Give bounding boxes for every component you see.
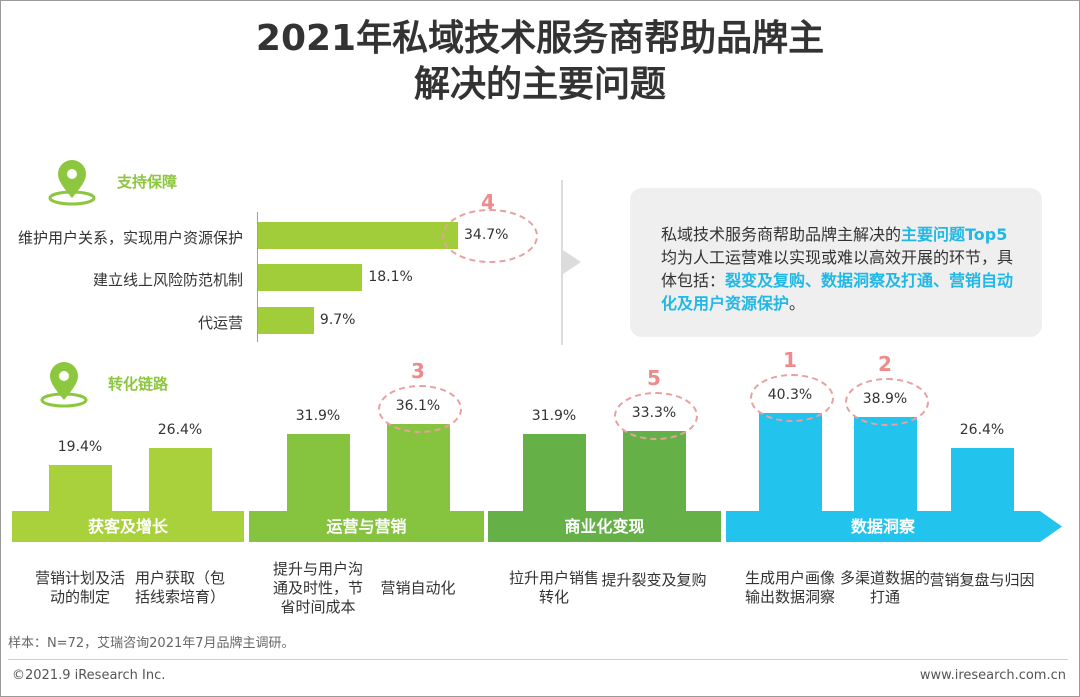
vbar-value-label: 19.4% xyxy=(57,439,103,456)
hbar-bar xyxy=(258,222,458,249)
hbar-category-label: 维护用户关系，实现用户资源保护 xyxy=(17,229,243,247)
vbar-bar xyxy=(853,416,917,514)
divider-arrow-icon xyxy=(563,250,581,274)
hbar-bar xyxy=(258,307,314,334)
conversion-item-label: 生成用户画像输出数据洞察 xyxy=(744,569,835,606)
website-link[interactable]: www.iresearch.com.cn xyxy=(919,668,1066,683)
conversion-item-label: 提升裂变及复购 xyxy=(601,571,707,589)
vbar-bar xyxy=(522,434,586,514)
copyright: ©2021.9 iResearch Inc. xyxy=(12,668,166,683)
callout-part2: 均为人工运营难以实现或难以高效开展的环节，具体包括： xyxy=(661,248,1014,290)
vbar-value-label: 26.4% xyxy=(959,421,1005,438)
conversion-item-label: 营销复盘与归因 xyxy=(929,571,1035,589)
conversion-item-label: 营销计划及活动的制定 xyxy=(34,569,125,606)
vbar-bar xyxy=(950,447,1014,514)
vbar-bar xyxy=(148,447,212,514)
callout-highlight-1: 主要问题Top5 xyxy=(901,225,1008,244)
callout-text: 私域技术服务商帮助品牌主解决的主要问题Top5 均为人工运营难以实现或难以高效开展… xyxy=(661,223,1021,315)
conversion-item-label: 多渠道数据的打通 xyxy=(839,569,930,606)
vbar-bar xyxy=(386,423,450,514)
footer-rule xyxy=(8,659,1068,660)
conversion-item-label: 拉升用户销售转化 xyxy=(508,569,599,606)
location-pin-icon xyxy=(48,160,96,206)
vbar-bar xyxy=(48,465,112,514)
conversion-item-label: 用户获取（包括线索培育） xyxy=(134,569,225,606)
vbar-bar xyxy=(758,413,822,514)
vbar-value-label: 26.4% xyxy=(157,421,203,438)
section-divider xyxy=(561,180,563,345)
footnote: 样本：N=72，艾瑞咨询2021年7月品牌主调研。 xyxy=(8,636,295,651)
rank-highlight-ring xyxy=(614,391,698,440)
callout-part3: 。 xyxy=(789,294,806,313)
stage-segment: 获客及增长 xyxy=(12,511,244,542)
rank-highlight-ring xyxy=(442,209,538,263)
vbar-bar xyxy=(622,430,686,514)
callout-highlight-2: 裂变及复购、数据洞察及打通、营销自动化及用户资源保护 xyxy=(661,271,1014,313)
rank-number: 2 xyxy=(878,351,892,376)
page-title: 2021年私域技术服务商帮助品牌主 解决的主要问题 xyxy=(0,16,1080,108)
stage-segment: 商业化变现 xyxy=(488,511,721,542)
stage-arrow-tip xyxy=(1040,511,1062,542)
rank-number: 1 xyxy=(783,348,797,372)
stage-segment: 运营与营销 xyxy=(249,511,484,542)
callout-part1: 私域技术服务商帮助品牌主解决的 xyxy=(661,225,902,244)
hbar-value-label: 18.1% xyxy=(368,269,413,285)
title-line-1: 2021年私域技术服务商帮助品牌主 xyxy=(255,18,825,59)
section-label-conversion: 转化链路 xyxy=(108,375,169,393)
location-pin-icon xyxy=(40,362,88,408)
rank-number: 4 xyxy=(481,190,495,214)
rank-number: 3 xyxy=(411,358,425,383)
hbar-axis xyxy=(257,212,258,342)
callout-box xyxy=(630,188,1042,337)
hbar-category-label: 代运营 xyxy=(197,314,243,332)
rank-number: 5 xyxy=(647,365,661,390)
conversion-item-label: 提升与用户沟通及时性，节省时间成本 xyxy=(272,560,363,616)
title-line-2: 解决的主要问题 xyxy=(413,64,666,105)
hbar-value-label: 9.7% xyxy=(319,312,356,328)
stage-segment: 数据洞察 xyxy=(726,511,1040,542)
vbar-bar xyxy=(286,434,350,514)
hbar-category-label: 建立线上风险防范机制 xyxy=(92,271,243,289)
rank-highlight-ring xyxy=(845,377,929,426)
vbar-value-label: 31.9% xyxy=(295,408,341,425)
hbar-bar xyxy=(258,264,363,291)
vbar-value-label: 31.9% xyxy=(531,408,577,425)
rank-highlight-ring xyxy=(378,384,462,433)
conversion-item-label: 营销自动化 xyxy=(380,579,456,597)
section-label-support: 支持保障 xyxy=(117,173,178,191)
rank-highlight-ring xyxy=(750,374,834,422)
